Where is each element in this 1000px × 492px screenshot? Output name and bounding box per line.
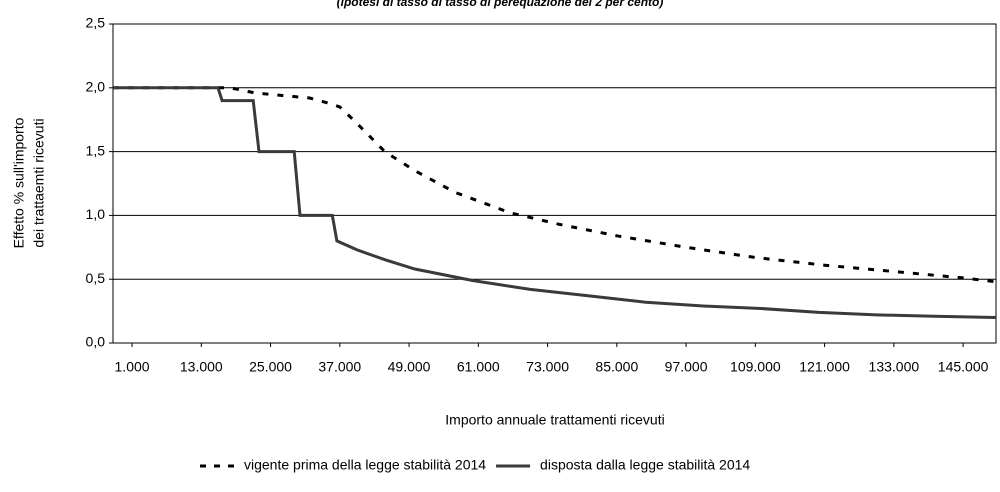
x-tick-label: 61.000 bbox=[457, 359, 500, 375]
y-tick-label: 0,5 bbox=[86, 270, 106, 286]
chart-subtitle: (ipotesi di tasso di tasso di perequazio… bbox=[337, 0, 664, 9]
legend-label: disposta dalla legge stabilità 2014 bbox=[540, 457, 750, 473]
x-tick-label: 1.000 bbox=[115, 359, 150, 375]
y-tick-label: 1,0 bbox=[86, 206, 106, 222]
y-tick-label: 2,0 bbox=[86, 79, 106, 95]
y-tick-label: 0,0 bbox=[86, 334, 106, 350]
x-axis-label: Importo annuale trattamenti ricevuti bbox=[445, 412, 664, 428]
x-tick-label: 37.000 bbox=[318, 359, 361, 375]
x-tick-label: 121.000 bbox=[799, 359, 850, 375]
x-tick-label: 49.000 bbox=[388, 359, 431, 375]
x-tick-label: 85.000 bbox=[595, 359, 638, 375]
x-tick-label: 109.000 bbox=[730, 359, 781, 375]
x-tick-label: 73.000 bbox=[526, 359, 569, 375]
line-series bbox=[113, 86, 997, 284]
plot-area bbox=[112, 23, 997, 344]
x-tick-label: 145.000 bbox=[938, 359, 989, 375]
y-axis-label: Effetto % sull'importo bbox=[11, 117, 27, 248]
y-axis-label: dei trattaemti ricevuti bbox=[31, 118, 47, 247]
y-tick-label: 2,5 bbox=[86, 15, 106, 31]
y-tick-label: 1,5 bbox=[86, 142, 106, 158]
x-tick-label: 25.000 bbox=[249, 359, 292, 375]
line-series bbox=[113, 86, 997, 319]
x-tick-label: 13.000 bbox=[180, 359, 223, 375]
x-tick-label: 97.000 bbox=[665, 359, 708, 375]
x-tick-label: 133.000 bbox=[869, 359, 920, 375]
legend-label: vigente prima della legge stabilità 2014 bbox=[244, 457, 486, 473]
